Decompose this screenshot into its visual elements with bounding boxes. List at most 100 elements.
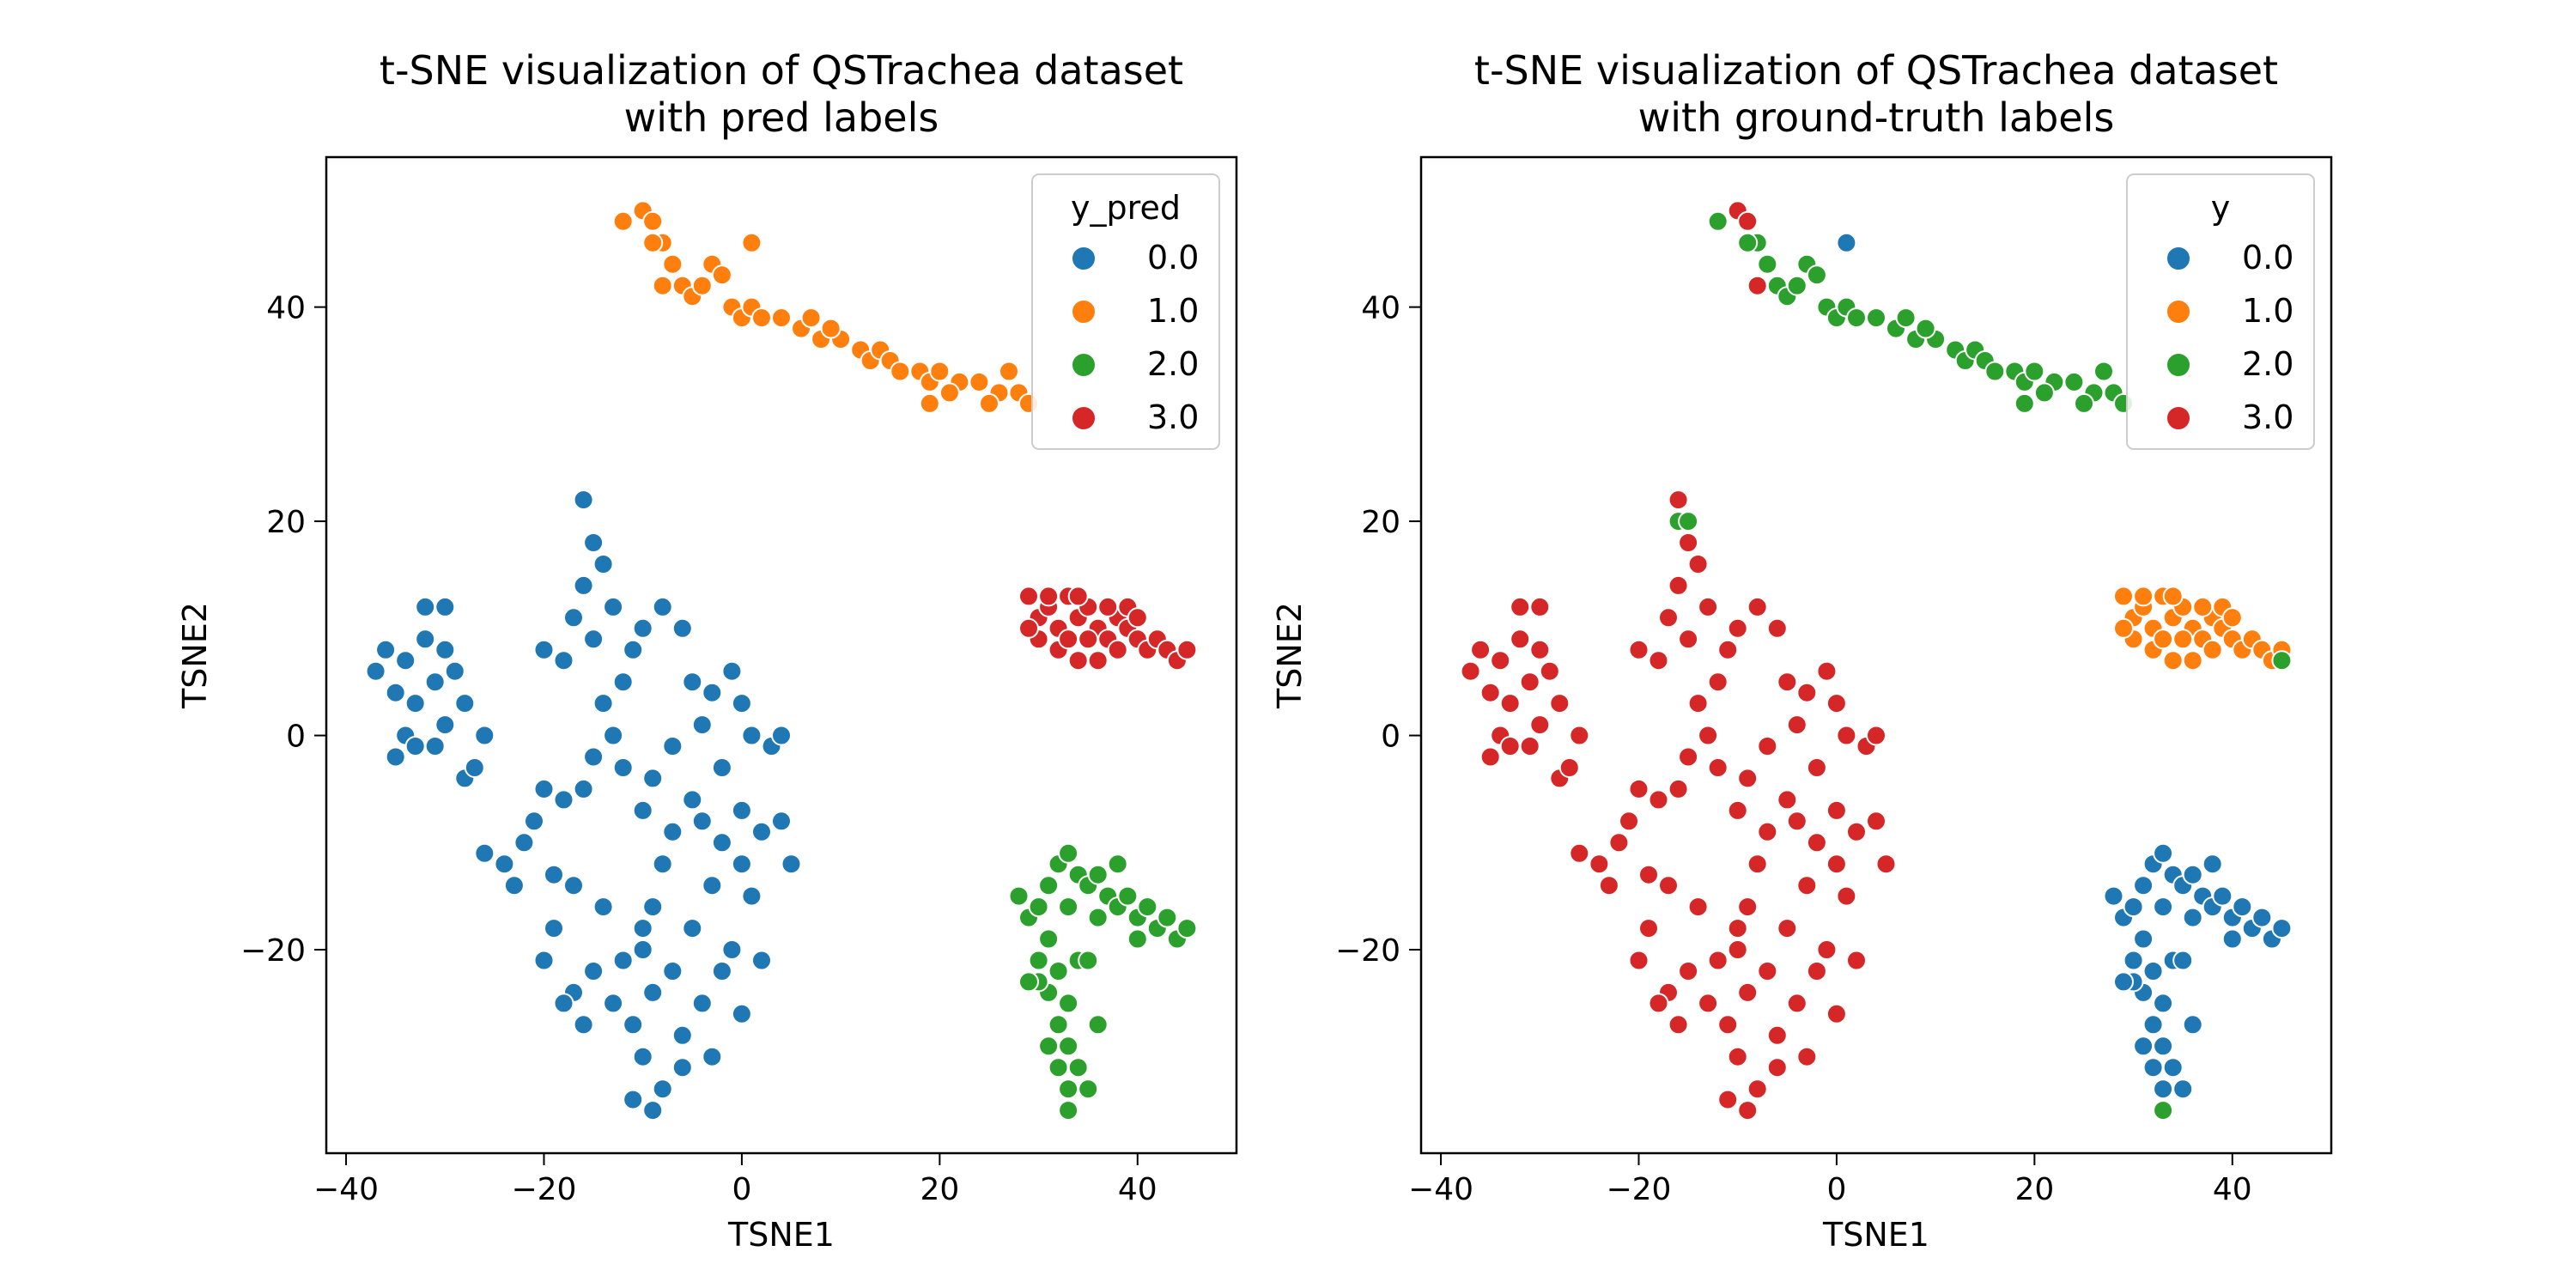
gt-point-label-3-0: [1757, 821, 1778, 842]
gt-point-label-3-0: [1717, 639, 1739, 660]
gt-point-label-3-0: [1826, 1003, 1847, 1024]
pred-point-label-2-0: [1038, 1036, 1060, 1057]
pred-point-label-0-0: [573, 574, 594, 596]
pred-point-label-3-0: [1097, 596, 1119, 617]
pred-point-label-0-0: [771, 811, 792, 832]
gt-point-label-3-0: [1866, 725, 1886, 746]
gt-point-label-3-0: [1529, 596, 1551, 617]
gt-x-tick-label: −40: [1408, 1172, 1473, 1207]
pred-point-label-0-0: [573, 1014, 594, 1036]
gt-point-label-3-0: [1846, 821, 1867, 842]
gt-point-label-3-0: [1806, 757, 1827, 778]
gt-point-label-0-0: [2271, 918, 2293, 939]
pred-point-label-0-0: [741, 885, 762, 907]
gt-x-tick-label: −20: [1606, 1172, 1671, 1207]
pred-chart-title-line-2: with pred labels: [624, 94, 939, 141]
pred-point-label-0-0: [711, 832, 732, 854]
pred-point-label-0-0: [533, 778, 555, 799]
pred-point-label-3-0: [1078, 629, 1099, 650]
pred-point-label-0-0: [544, 864, 564, 885]
gt-point-label-3-0: [1499, 693, 1521, 714]
gt-point-label-0-0: [2123, 950, 2144, 971]
gt-point-label-3-0: [1510, 629, 1531, 650]
pred-point-label-1-0: [999, 361, 1019, 382]
pred-legend-marker-0-0: [1071, 246, 1097, 271]
pred-point-label-0-0: [583, 532, 605, 553]
pred-y-tick-label: 0: [286, 720, 306, 755]
gt-point-label-0-0: [2153, 993, 2174, 1014]
gt-point-label-2-0: [2271, 650, 2293, 671]
gt-point-label-0-0: [2153, 842, 2174, 864]
gt-point-label-3-0: [1529, 639, 1551, 660]
gt-point-label-3-0: [1479, 746, 1501, 768]
pred-point-label-0-0: [583, 629, 605, 650]
pred-point-label-0-0: [434, 596, 456, 617]
gt-point-label-3-0: [1510, 596, 1531, 617]
pred-point-label-3-0: [1087, 650, 1109, 671]
pred-point-label-0-0: [434, 714, 456, 736]
gt-point-label-2-0: [1984, 361, 2006, 382]
gt-point-label-2-0: [2024, 361, 2045, 382]
pred-chart-title-line-1: t-SNE visualization of QSTrachea dataset: [380, 47, 1183, 94]
gt-point-label-2-0: [2074, 392, 2094, 414]
pred-point-label-0-0: [603, 993, 624, 1014]
gt-point-label-3-0: [1717, 1014, 1739, 1036]
pred-point-label-0-0: [573, 778, 594, 799]
gt-legend-label-2-0: 2.0: [2242, 345, 2293, 383]
gt-legend-label-1-0: 1.0: [2242, 292, 2293, 330]
pred-point-label-0-0: [702, 682, 723, 703]
gt-point-label-3-0: [1569, 842, 1590, 864]
gt-point-label-3-0: [1608, 832, 1630, 854]
pred-point-label-0-0: [503, 875, 525, 896]
pred-point-label-0-0: [623, 1014, 644, 1036]
gt-point-label-0-0: [2103, 885, 2124, 907]
pred-point-label-0-0: [424, 736, 446, 756]
gt-point-label-1-0: [2172, 629, 2194, 650]
pred-legend-label-3-0: 3.0: [1147, 398, 1199, 436]
pred-point-label-2-0: [1058, 1100, 1079, 1121]
gt-point-label-3-0: [1737, 1100, 1759, 1121]
gt-x-tick-label: 40: [2213, 1172, 2252, 1207]
gt-legend-title: y: [2211, 189, 2231, 227]
pred-point-label-2-0: [1117, 885, 1139, 907]
pred-point-label-0-0: [632, 918, 653, 939]
pred-x-axis-label: TSNE1: [727, 1216, 835, 1254]
pred-point-label-0-0: [721, 939, 743, 960]
pred-x-tick-label: −20: [511, 1172, 576, 1207]
pred-point-label-1-0: [612, 210, 634, 232]
pred-point-label-0-0: [652, 596, 673, 617]
pred-point-label-2-0: [1058, 1078, 1079, 1100]
gt-point-label-0-0: [2123, 896, 2144, 918]
pred-point-label-0-0: [365, 660, 386, 682]
pred-point-label-0-0: [632, 617, 653, 639]
pred-point-label-3-0: [1067, 650, 1089, 671]
pred-point-label-2-0: [1038, 928, 1060, 950]
gt-point-label-3-0: [1777, 918, 1798, 939]
gt-point-label-3-0: [1499, 736, 1521, 756]
pred-y-tick-label: 20: [266, 505, 306, 540]
gt-point-label-3-0: [1747, 275, 1768, 296]
pred-point-label-0-0: [671, 1024, 693, 1046]
gt-legend-marker-1-0: [2166, 299, 2191, 325]
gt-point-label-3-0: [1698, 725, 1719, 746]
pred-point-label-1-0: [691, 275, 713, 296]
pred-x-tick-label: 40: [1118, 1172, 1157, 1207]
gt-point-label-1-0: [2113, 617, 2134, 639]
gt-point-label-2-0: [1757, 253, 1778, 275]
pred-scatter-points: [365, 200, 1198, 1121]
gt-point-label-3-0: [1786, 993, 1807, 1014]
pred-point-label-0-0: [612, 757, 634, 778]
gt-point-label-3-0: [1589, 854, 1610, 875]
pred-point-label-0-0: [652, 1078, 673, 1100]
gt-legend-label-3-0: 3.0: [2242, 398, 2293, 436]
gt-point-label-3-0: [1687, 896, 1709, 918]
gt-point-label-2-0: [1707, 210, 1728, 232]
pred-point-label-0-0: [671, 1057, 693, 1078]
gt-point-label-0-0: [2133, 928, 2154, 950]
gt-point-label-1-0: [2162, 586, 2184, 607]
pred-point-label-1-0: [890, 361, 911, 382]
gt-point-label-3-0: [1678, 961, 1699, 981]
pred-point-label-0-0: [375, 639, 397, 660]
ground-truth-panel: t-SNE visualization of QSTrachea dataset…: [1271, 47, 2333, 1254]
pred-point-label-0-0: [533, 639, 555, 660]
